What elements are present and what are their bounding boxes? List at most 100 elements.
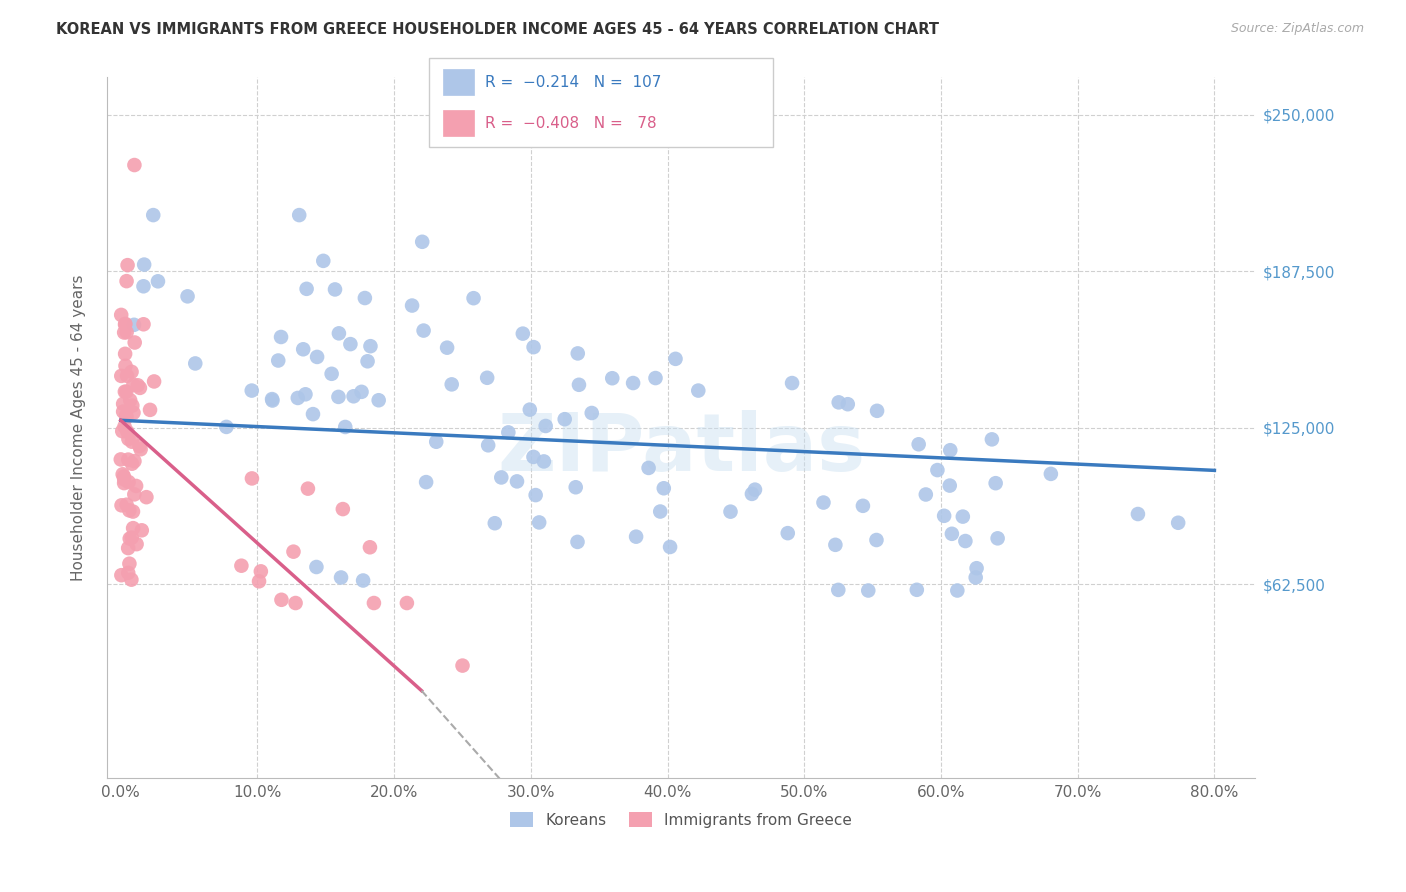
Point [367,393,389,408]
Point [401,299,423,313]
Point [965,570,987,584]
Point [491,470,513,484]
Point [484,516,506,531]
Point [125,479,148,493]
Point [110,452,132,467]
Point [321,367,343,381]
Y-axis label: Householder Income Ages 45 - 64 years: Householder Income Ages 45 - 64 years [72,275,86,581]
Point [110,568,132,582]
Point [114,384,136,399]
Point [115,409,138,423]
Point [567,535,589,549]
Point [115,325,138,339]
Point [112,469,135,483]
Point [342,389,364,403]
Point [952,509,974,524]
Point [124,335,146,350]
Point [941,526,963,541]
Point [135,490,157,504]
Point [121,399,143,413]
Point [284,596,307,610]
Point [117,425,139,439]
Point [363,596,385,610]
Point [110,308,132,322]
Point [780,376,803,390]
Point [955,534,977,549]
Point [128,439,150,453]
Point [115,384,138,399]
Point [650,504,672,518]
Point [332,502,354,516]
Point [813,495,835,509]
Point [270,592,292,607]
Point [115,368,138,383]
Point [440,377,463,392]
Point [121,365,143,379]
Point [914,487,936,501]
Point [330,570,353,584]
Point [395,596,418,610]
Point [114,359,136,373]
Point [146,274,169,288]
Point [129,381,152,395]
Point [122,378,145,392]
Point [980,433,1002,447]
Point [354,291,377,305]
Point [581,406,603,420]
Point [125,537,148,551]
Point [262,392,284,406]
Point [475,371,498,385]
Point [124,454,146,468]
Point [240,384,263,398]
Point [624,530,647,544]
Point [644,371,666,385]
Point [110,499,132,513]
Point [297,482,319,496]
Point [115,498,138,512]
Point [122,504,145,518]
Point [122,406,145,420]
Point [112,326,135,340]
Point [115,410,138,425]
Point [121,531,143,545]
Point [564,480,586,494]
Point [122,318,145,332]
Point [114,318,136,332]
Point [111,467,134,482]
Point [215,420,238,434]
Point [127,378,149,392]
Point [302,407,325,421]
Point [824,538,846,552]
Point [533,454,555,468]
Point [907,437,929,451]
Point [129,442,152,457]
Point [519,402,541,417]
Point [292,343,315,357]
Point [118,557,141,571]
Point [987,532,1010,546]
Point [117,541,139,555]
Point [828,395,851,409]
Point [247,574,270,589]
Point [524,488,547,502]
Point [112,404,135,418]
Point [142,208,165,222]
Point [415,475,437,489]
Point [688,384,710,398]
Point [231,558,253,573]
Point [837,397,859,411]
Point [927,463,949,477]
Point [534,419,557,434]
Point [356,354,378,368]
Point [270,330,292,344]
Point [111,424,134,438]
Point [328,326,350,341]
Point [305,560,328,574]
Point [512,326,534,341]
Point [451,658,474,673]
Point [1167,516,1189,530]
Point [250,565,273,579]
Point [744,483,766,497]
Point [120,393,142,408]
Point [176,289,198,303]
